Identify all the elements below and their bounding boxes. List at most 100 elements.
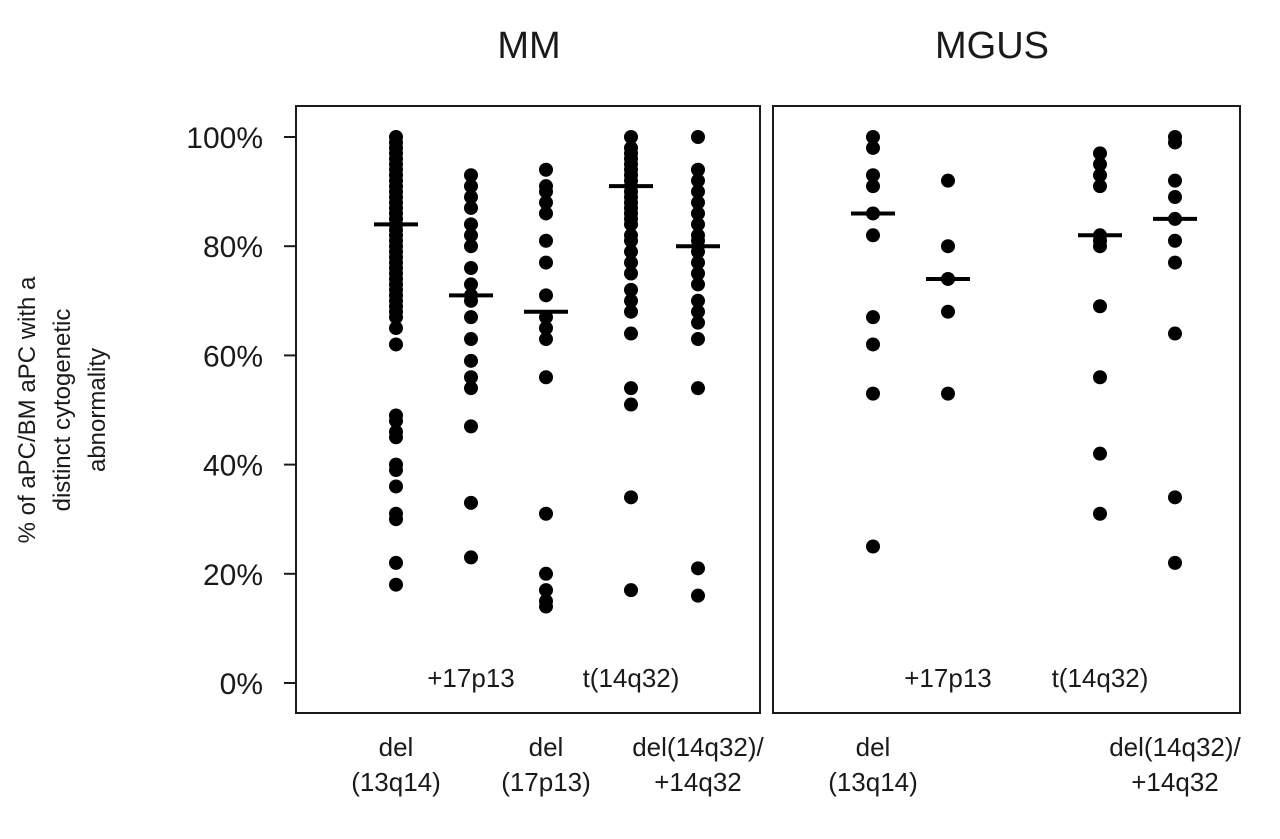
data-point [389, 463, 403, 478]
data-point [539, 233, 553, 248]
data-point [866, 310, 880, 325]
data-point [624, 490, 638, 505]
category-label: +14q32 [1131, 767, 1218, 797]
data-point [1093, 446, 1107, 461]
data-point [464, 332, 478, 347]
data-point [1168, 173, 1182, 188]
data-point [464, 168, 478, 183]
category-label: t(14q32) [1052, 663, 1149, 693]
data-point [1093, 370, 1107, 385]
panel-title: MM [497, 25, 560, 67]
data-point [866, 168, 880, 183]
y-tick-label: 80% [203, 231, 263, 264]
data-point [464, 217, 478, 232]
data-point [624, 217, 638, 232]
data-point [539, 195, 553, 210]
data-point [464, 381, 478, 396]
data-point [1168, 255, 1182, 270]
data-point [624, 130, 638, 144]
data-point [1168, 190, 1182, 205]
y-tick-label: 20% [203, 559, 263, 592]
y-axis-label: % of aPC/BM aPC with a [14, 276, 41, 543]
data-point [1168, 233, 1182, 248]
data-point [464, 495, 478, 510]
data-point [624, 326, 638, 341]
data-point [624, 255, 638, 270]
data-point [691, 162, 705, 177]
data-point [1093, 506, 1107, 521]
data-point [539, 184, 553, 199]
data-point [691, 332, 705, 347]
data-point [539, 321, 553, 336]
data-point [1093, 239, 1107, 254]
data-point [1093, 179, 1107, 194]
data-point [539, 206, 553, 221]
data-point [539, 332, 553, 347]
data-point [691, 130, 705, 144]
data-point [691, 315, 705, 330]
data-point [941, 173, 955, 188]
data-point [691, 266, 705, 281]
data-point [539, 255, 553, 270]
data-point [539, 288, 553, 303]
data-point [691, 195, 705, 210]
data-point [389, 321, 403, 336]
data-point [691, 588, 705, 603]
data-point [691, 255, 705, 270]
panel-frame [295, 105, 761, 714]
data-point [464, 179, 478, 194]
data-point [1168, 555, 1182, 570]
data-point [464, 200, 478, 215]
data-point [691, 173, 705, 188]
panel-title: MGUS [935, 25, 1049, 67]
data-point [691, 206, 705, 221]
data-point [389, 479, 403, 494]
data-point [866, 539, 880, 554]
data-point [624, 381, 638, 396]
data-point [866, 228, 880, 243]
data-point [624, 266, 638, 281]
category-label: +14q32 [654, 767, 741, 797]
y-axis-label: abnormality [84, 348, 111, 472]
y-tick-label: 60% [203, 340, 263, 373]
data-point [1093, 157, 1107, 172]
data-point [464, 419, 478, 434]
data-point [866, 130, 880, 144]
category-label: t(14q32) [583, 663, 680, 693]
category-label: del [856, 732, 891, 762]
category-label: +17p13 [904, 663, 991, 693]
y-tick-label: 0% [220, 668, 263, 701]
data-point [941, 386, 955, 401]
data-point [1168, 326, 1182, 341]
data-point [464, 310, 478, 325]
data-point [464, 277, 478, 292]
data-point [539, 370, 553, 385]
data-point [389, 577, 403, 592]
data-point [539, 162, 553, 177]
data-point [464, 261, 478, 276]
data-point [691, 184, 705, 199]
panel-frame [772, 105, 1241, 714]
data-point [866, 179, 880, 194]
category-label: del(14q32)/ [632, 732, 764, 762]
data-point [691, 217, 705, 232]
data-point [464, 239, 478, 254]
data-point [624, 304, 638, 319]
data-point [539, 506, 553, 521]
data-point [1093, 146, 1107, 161]
category-label: (13q14) [828, 767, 918, 797]
data-point [624, 583, 638, 598]
data-point [389, 337, 403, 352]
data-point [691, 277, 705, 292]
y-tick-label: 40% [203, 450, 263, 483]
data-point [464, 228, 478, 243]
data-point [464, 190, 478, 205]
data-point [539, 599, 553, 614]
category-label: del [529, 732, 564, 762]
data-point [389, 310, 403, 325]
data-point [866, 140, 880, 155]
data-point [539, 583, 553, 598]
y-axis-label: distinct cytogenetic [49, 309, 76, 512]
y-tick-label: 100% [186, 122, 263, 155]
